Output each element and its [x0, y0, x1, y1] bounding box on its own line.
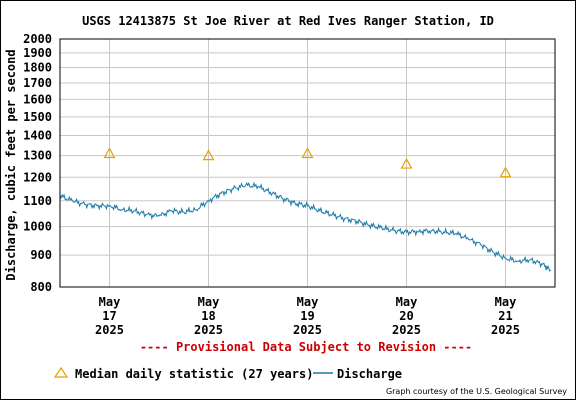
- x-tick-label: May: [495, 295, 517, 309]
- grid-lines: [60, 38, 555, 288]
- series-layer: [59, 147, 552, 272]
- y-axis-label: Discharge, cubic feet per second: [4, 49, 18, 280]
- x-tick-label: 21: [498, 309, 512, 323]
- median-marker: [499, 166, 512, 178]
- plot-area-border: [59, 38, 556, 288]
- y-tick-label: 1300: [23, 149, 52, 163]
- y-tick-label: 1900: [23, 46, 52, 60]
- y-tick-label: 800: [30, 280, 52, 294]
- legend-discharge-label: Discharge: [337, 367, 402, 381]
- x-tick-label: May: [99, 295, 121, 309]
- x-tick-label: May: [198, 295, 220, 309]
- x-tick-label: 2025: [392, 323, 421, 337]
- provisional-notice: ---- Provisional Data Subject to Revisio…: [140, 340, 472, 354]
- legend-median-label: Median daily statistic (27 years): [75, 367, 313, 381]
- legend: Median daily statistic (27 years) Discha…: [53, 366, 402, 381]
- y-tick-label: 1800: [23, 61, 52, 75]
- y-tick-label: 1200: [23, 170, 52, 184]
- y-tick-label: 1000: [23, 220, 52, 234]
- x-tick-label: 17: [102, 309, 116, 323]
- x-tick-label: 2025: [293, 323, 322, 337]
- y-tick-label: 1400: [23, 129, 52, 143]
- x-tick-label: 18: [201, 309, 215, 323]
- y-tick-label: 1600: [23, 92, 52, 106]
- x-tick-label: 2025: [194, 323, 223, 337]
- y-tick-label: 1700: [23, 76, 52, 90]
- discharge-series-line: [59, 181, 552, 272]
- x-tick-labels: May172025May182025May192025May202025May2…: [95, 295, 520, 337]
- y-tick-label: 1500: [23, 110, 52, 124]
- y-tick-label: 1100: [23, 194, 52, 208]
- x-tick-label: 20: [399, 309, 413, 323]
- credit-text: Graph courtesy of the U.S. Geological Su…: [386, 387, 567, 396]
- x-tick-label: 19: [300, 309, 314, 323]
- y-tick-label: 900: [30, 248, 52, 262]
- median-marker: [400, 157, 413, 169]
- median-marker: [301, 147, 314, 159]
- x-tick-label: May: [297, 295, 319, 309]
- x-tick-label: 2025: [95, 323, 124, 337]
- x-tick-label: May: [396, 295, 418, 309]
- legend-median-triangle-icon: [53, 366, 69, 378]
- x-tick-label: 2025: [491, 323, 520, 337]
- median-marker: [202, 149, 215, 161]
- chart-title: USGS 12413875 St Joe River at Red Ives R…: [82, 14, 494, 28]
- y-tick-label: 2000: [23, 32, 52, 46]
- median-marker: [103, 147, 116, 159]
